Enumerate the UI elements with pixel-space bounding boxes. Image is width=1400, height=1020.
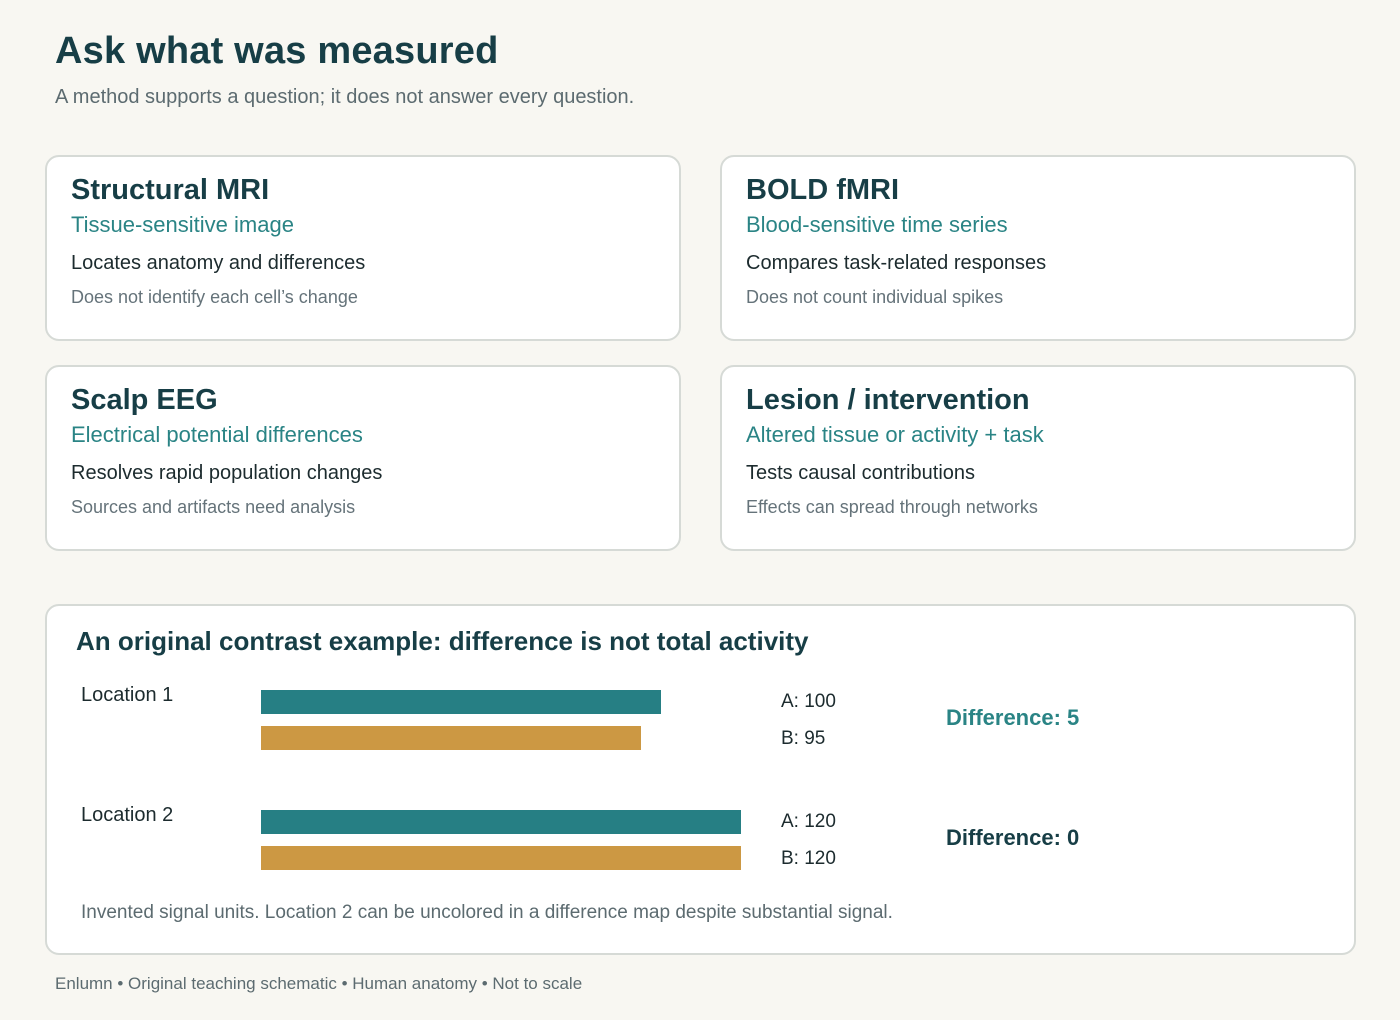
bar-location-2-b [261,846,741,870]
value-label-b: B: 120 [781,848,836,869]
difference-label: Difference: 5 [946,705,1080,730]
difference-label: Difference: 0 [946,825,1080,850]
method-card-structural-mri: Structural MRI Tissue-sensitive image Lo… [45,155,681,341]
card-limit: Does not count individual spikes [746,287,1004,307]
card-title: Lesion / intervention [746,384,1030,416]
method-card-lesion-intervention: Lesion / intervention Altered tissue or … [720,365,1356,551]
card-strength: Resolves rapid population changes [71,462,383,484]
example-note: Invented signal units. Location 2 can be… [81,902,893,923]
example-title: An original contrast example: difference… [76,626,809,656]
card-limit: Does not identify each cell’s change [71,287,358,307]
contrast-example-panel: An original contrast example: difference… [45,604,1356,955]
card-measure: Electrical potential differences [71,422,363,447]
page-subtitle: A method supports a question; it does no… [55,86,635,108]
location-label: Location 1 [81,684,174,706]
bar-location-1-a [261,690,661,714]
value-label-a: A: 120 [781,811,836,832]
value-label-b: B: 95 [781,728,826,749]
card-title: Scalp EEG [71,384,218,416]
bar-location-2-a [261,810,741,834]
bar-location-1-b [261,726,641,750]
card-strength: Tests causal contributions [746,462,976,484]
card-measure: Tissue-sensitive image [71,212,294,237]
method-card-bold-fmri: BOLD fMRI Blood-sensitive time series Co… [720,155,1356,341]
location-label: Location 2 [81,804,174,826]
card-strength: Compares task-related responses [746,252,1047,274]
footer-credit: Enlumn • Original teaching schematic • H… [55,974,583,993]
card-limit: Sources and artifacts need analysis [71,497,356,517]
card-measure: Altered tissue or activity + task [746,422,1044,447]
card-limit: Effects can spread through networks [746,497,1038,517]
page-title: Ask what was measured [55,30,499,72]
method-card-scalp-eeg: Scalp EEG Electrical potential differenc… [45,365,681,551]
card-title: BOLD fMRI [746,174,900,206]
card-strength: Locates anatomy and differences [71,252,366,274]
value-label-a: A: 100 [781,691,836,712]
card-title: Structural MRI [71,174,270,206]
card-measure: Blood-sensitive time series [746,212,1008,237]
